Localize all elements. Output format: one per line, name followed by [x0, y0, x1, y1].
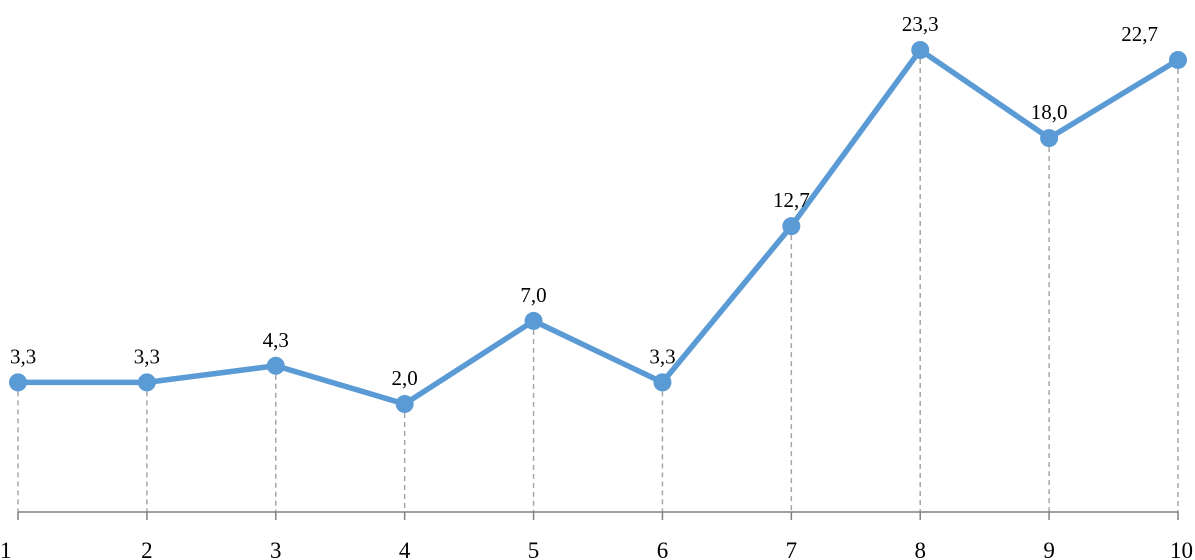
x-tick-label: 3 — [270, 538, 282, 560]
data-label: 3,3 — [134, 344, 160, 368]
data-point-marker — [9, 373, 27, 392]
data-labels: 3,3 3,3 4,3 2,0 7,0 3,3 12,7 23,3 18,0 22,7 — [10, 12, 1158, 390]
data-point-marker — [137, 373, 156, 392]
data-label: 12,7 — [773, 188, 810, 212]
series-line — [15, 47, 1181, 407]
x-tick-label: 8 — [914, 538, 926, 560]
x-tick-label: 2 — [141, 538, 153, 560]
data-label: 22,7 — [1121, 22, 1158, 46]
x-tick-label: 4 — [399, 538, 411, 560]
x-tick-label: 1 — [0, 538, 12, 560]
x-tick-label: 6 — [657, 538, 669, 560]
x-axis-ticks — [17, 512, 1179, 520]
x-axis-tick-labels: 1 2 3 4 5 6 7 8 9 10 — [0, 538, 1193, 560]
x-tick-label: 7 — [786, 538, 798, 560]
data-label: 3,3 — [649, 344, 675, 368]
x-tick-label: 5 — [528, 538, 540, 560]
data-point-marker — [1040, 129, 1059, 148]
drop-lines — [17, 50, 1179, 512]
x-tick-label: 9 — [1043, 538, 1055, 560]
data-label: 23,3 — [902, 12, 939, 36]
data-point-marker — [395, 394, 414, 413]
data-label: 18,0 — [1031, 100, 1068, 124]
data-point-marker — [266, 356, 285, 375]
data-point-marker — [524, 311, 543, 330]
data-label: 7,0 — [520, 283, 546, 307]
data-label: 3,3 — [10, 344, 36, 368]
data-markers — [9, 41, 1187, 413]
x-tick-label: 10 — [1170, 538, 1193, 560]
data-point-marker — [653, 373, 672, 392]
data-label: 2,0 — [392, 366, 418, 390]
data-point-marker — [911, 41, 930, 59]
data-point-marker — [782, 217, 801, 236]
data-point-marker — [1169, 50, 1187, 69]
data-label: 4,3 — [263, 328, 289, 352]
